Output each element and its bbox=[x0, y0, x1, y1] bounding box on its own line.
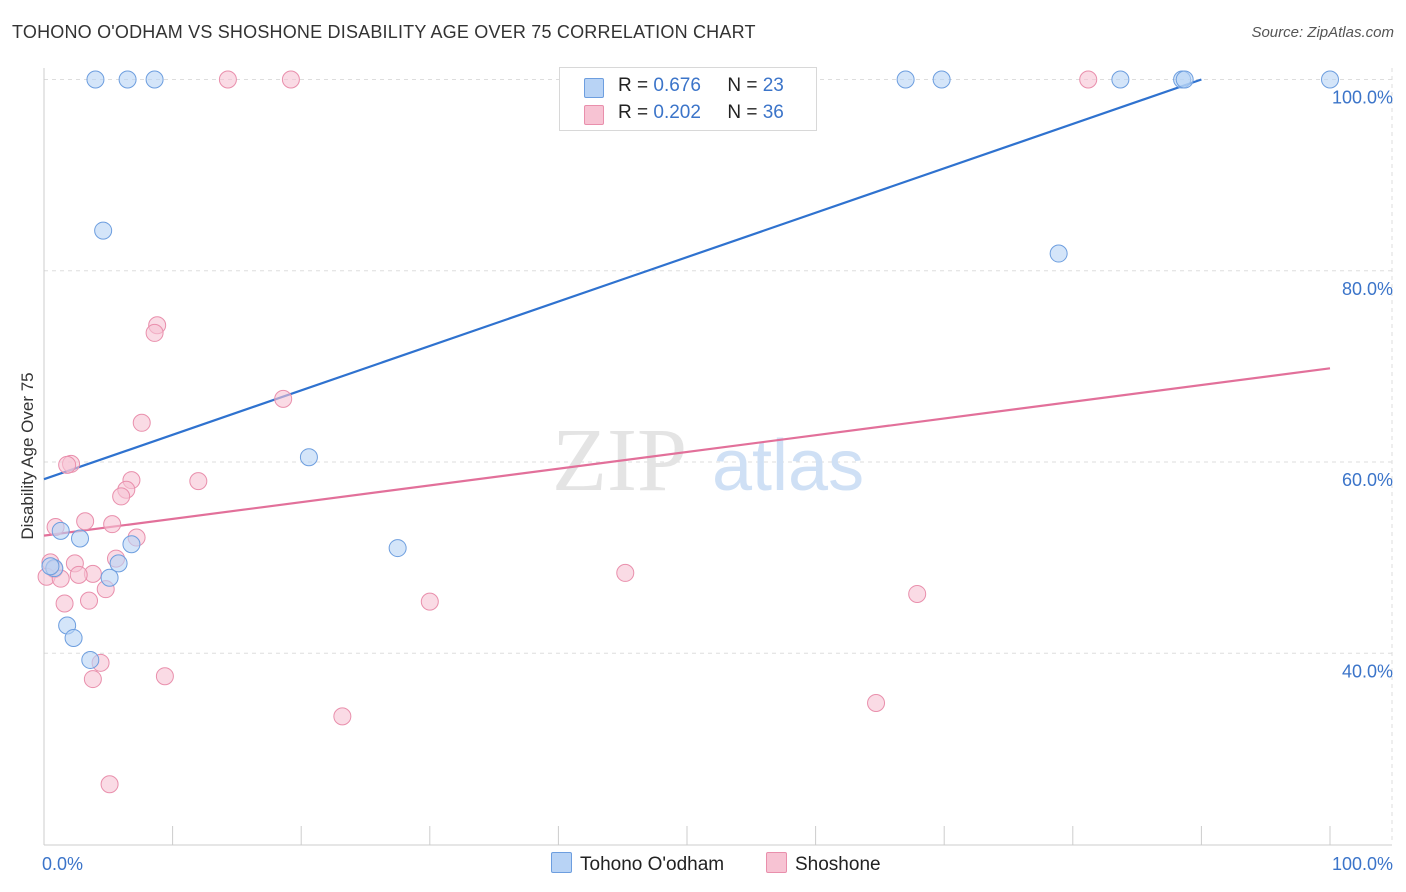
shoshone-point bbox=[420, 592, 439, 611]
shoshone-point bbox=[218, 70, 237, 89]
shoshone-point bbox=[274, 389, 293, 408]
legend-n-value-1: 23 bbox=[762, 75, 784, 96]
tohono-point bbox=[71, 529, 90, 548]
tohono-point bbox=[299, 448, 318, 467]
shoshone-point bbox=[908, 584, 927, 603]
grid-lines bbox=[44, 68, 1393, 843]
tohono-point bbox=[896, 70, 915, 89]
tohono-points bbox=[41, 70, 1339, 669]
shoshone-point bbox=[155, 667, 174, 686]
tohono-point bbox=[81, 650, 100, 669]
legend: R = 0.676 N = 23 R = 0.202 N = 36 bbox=[559, 67, 817, 131]
tohono-point bbox=[1175, 70, 1194, 89]
tohono-point bbox=[932, 70, 951, 89]
shoshone-point bbox=[616, 563, 635, 582]
source-label: Source: ZipAtlas.com bbox=[1251, 24, 1394, 41]
tohono-point bbox=[145, 70, 164, 89]
tohono-trend-line bbox=[43, 78, 1202, 481]
x-tick-label-end: 100.0% bbox=[1332, 854, 1393, 874]
shoshone-point bbox=[100, 775, 119, 794]
tohono-point bbox=[41, 557, 60, 576]
tohono-point bbox=[64, 628, 83, 647]
shoshone-point bbox=[103, 515, 122, 534]
tohono-point bbox=[109, 554, 128, 573]
shoshone-point bbox=[145, 323, 164, 342]
shoshone-point bbox=[83, 670, 102, 689]
chart-title: TOHONO O'ODHAM VS SHOSHONE DISABILITY AG… bbox=[12, 22, 756, 42]
tohono-point bbox=[100, 568, 119, 587]
bottom-legend-swatch-blue bbox=[551, 852, 572, 873]
legend-n-label-1: N = bbox=[727, 75, 758, 96]
shoshone-point bbox=[80, 591, 99, 610]
shoshone-point bbox=[333, 707, 352, 726]
shoshone-point bbox=[189, 472, 208, 491]
bottom-legend-label-shoshone: Shoshone bbox=[795, 854, 881, 875]
y-tick-label: 100.0% bbox=[1332, 88, 1393, 108]
tohono-point bbox=[1321, 70, 1339, 89]
legend-r-value-2: 0.202 bbox=[653, 102, 701, 123]
axes bbox=[43, 68, 1392, 846]
legend-r-label-1: R = bbox=[618, 75, 649, 96]
y-axis-label: Disability Age Over 75 bbox=[18, 372, 37, 539]
tohono-point bbox=[388, 539, 407, 558]
legend-n-label-2: N = bbox=[727, 102, 758, 123]
bottom-legend-tohono: Tohono O'odham bbox=[551, 852, 724, 876]
legend-swatch-blue bbox=[584, 78, 604, 98]
tohono-point bbox=[94, 221, 113, 240]
bottom-legend-label-tohono: Tohono O'odham bbox=[580, 854, 725, 875]
shoshone-point bbox=[55, 594, 74, 613]
shoshone-point bbox=[69, 565, 88, 584]
tohono-point bbox=[122, 535, 141, 554]
bottom-legend-swatch-pink bbox=[766, 852, 787, 873]
shoshone-point bbox=[1079, 70, 1098, 89]
legend-swatch-pink bbox=[584, 105, 604, 125]
y-tick-label: 40.0% bbox=[1342, 661, 1393, 681]
y-tick-label: 80.0% bbox=[1342, 279, 1393, 299]
tohono-point bbox=[118, 70, 137, 89]
tick-labels: 40.0% 60.0% 80.0% 100.0% 0.0% 100.0% bbox=[42, 88, 1393, 875]
tohono-point bbox=[86, 70, 105, 89]
legend-r-label-2: R = bbox=[618, 102, 649, 123]
bottom-legend-shoshone: Shoshone bbox=[766, 852, 881, 876]
tohono-point bbox=[1111, 70, 1130, 89]
shoshone-point bbox=[58, 455, 77, 474]
trend-lines bbox=[43, 78, 1331, 537]
x-tick-label-start: 0.0% bbox=[42, 854, 83, 874]
shoshone-point bbox=[76, 512, 95, 531]
legend-r-value-1: 0.676 bbox=[653, 75, 701, 96]
tohono-point bbox=[1049, 244, 1068, 263]
legend-n-value-2: 36 bbox=[762, 102, 784, 123]
y-tick-label: 60.0% bbox=[1342, 470, 1393, 490]
shoshone-point bbox=[112, 487, 131, 506]
tohono-point bbox=[51, 521, 70, 540]
shoshone-point bbox=[281, 70, 300, 89]
shoshone-point bbox=[867, 693, 886, 712]
shoshone-trend-line bbox=[43, 367, 1331, 537]
shoshone-point bbox=[132, 413, 151, 432]
watermark: ZIP atlas bbox=[552, 411, 864, 510]
